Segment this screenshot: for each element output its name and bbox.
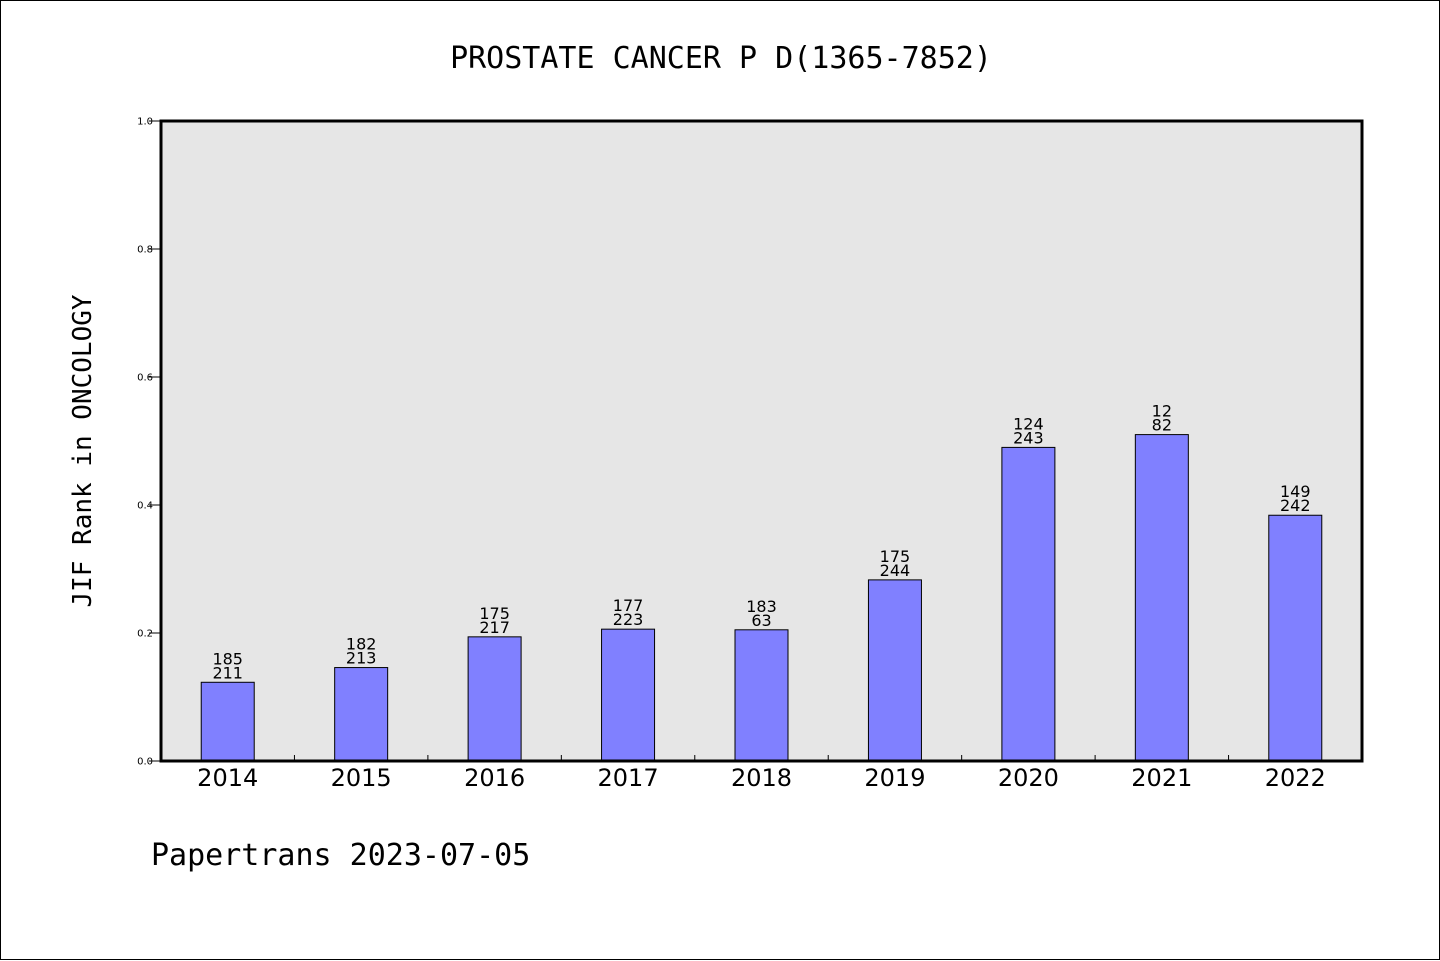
y-tick-label: 0.6 — [137, 373, 153, 384]
bar-labels-group: 1852111822131752171772231836317524412424… — [212, 402, 1310, 683]
bar-label-upper: 185 — [212, 649, 243, 668]
y-axis-ticks: 0.0 0.2 0.4 0.6 0.8 1.0 — [137, 117, 161, 768]
bar-label-lower: 213 — [346, 649, 377, 668]
footer-text: Papertrans 2023-07-05 — [151, 838, 530, 873]
y-tick-label: 0.0 — [137, 757, 153, 768]
x-tick-label: 2018 — [731, 764, 792, 792]
x-tick-label: 2014 — [197, 764, 258, 792]
bar-label-lower: 211 — [212, 663, 243, 682]
bar-2017 — [601, 628, 656, 762]
bar-label-lower: 223 — [613, 610, 644, 629]
y-axis-label: JIF Rank in ONCOLOGY — [68, 294, 98, 607]
bar-2020 — [1001, 446, 1056, 762]
y-tick-label: 0.2 — [137, 629, 153, 640]
x-tick-label: 2015 — [331, 764, 392, 792]
bar-2014 — [200, 681, 255, 762]
bar-label-lower: 63 — [751, 611, 771, 630]
bar-2018 — [734, 629, 789, 762]
x-tick-label: 2020 — [998, 764, 1059, 792]
bar-label-lower: 244 — [880, 561, 911, 580]
bar-2021 — [1134, 434, 1189, 762]
bar-2016 — [467, 636, 522, 762]
y-tick-label: 1.0 — [137, 117, 153, 128]
x-tick-label: 2017 — [598, 764, 659, 792]
y-tick-label: 0.8 — [137, 245, 153, 256]
x-tick-label: 2022 — [1265, 764, 1326, 792]
bar-2015 — [334, 667, 389, 762]
bar-label-lower: 217 — [479, 618, 510, 637]
bar-label-upper: 183 — [746, 597, 777, 616]
x-tick-label: 2016 — [464, 764, 525, 792]
bar-label-upper: 175 — [479, 604, 510, 623]
plot-border — [159, 119, 1364, 763]
bar-label-upper: 12 — [1152, 402, 1172, 421]
bar-label-lower: 243 — [1013, 428, 1044, 447]
bar-label-upper: 177 — [613, 596, 644, 615]
x-tick-label: 2021 — [1131, 764, 1192, 792]
bar-label-upper: 124 — [1013, 414, 1044, 433]
x-tick-label: 2019 — [864, 764, 925, 792]
x-tick-labels-group: 2014 2015 2016 2017 2018 2019 2020 2021 2022 — [197, 764, 1326, 792]
bar-label-upper: 149 — [1280, 482, 1311, 501]
bars-group — [200, 434, 1323, 762]
chart-title: PROSTATE CANCER P D(1365-7852) — [450, 41, 992, 76]
bar-2022 — [1268, 514, 1323, 762]
bar-2019 — [867, 579, 922, 762]
bar-label-lower: 82 — [1152, 416, 1172, 435]
y-tick-label: 0.4 — [137, 501, 153, 512]
bar-label-upper: 175 — [880, 547, 911, 566]
bar-label-lower: 242 — [1280, 496, 1311, 515]
bar-label-upper: 182 — [346, 635, 377, 654]
